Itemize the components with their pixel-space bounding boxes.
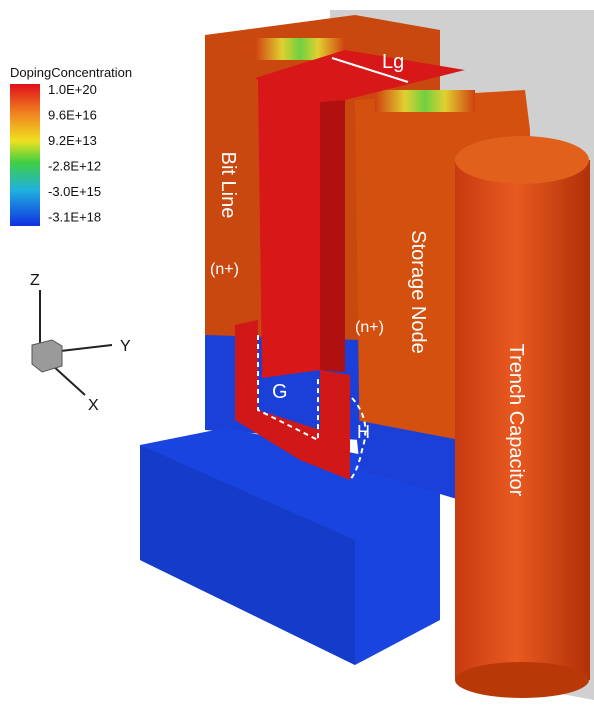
- legend-label: 9.2E+13: [48, 133, 97, 148]
- hot-region: [375, 90, 475, 112]
- storage-node-label: Storage Node: [407, 230, 429, 353]
- trench-bottom: [455, 662, 589, 698]
- h-label: H: [357, 422, 370, 442]
- y-label: Y: [120, 338, 131, 355]
- x-label: X: [88, 397, 99, 414]
- z-label: Z: [30, 272, 40, 289]
- bit-line-side: [320, 100, 345, 372]
- axis-cube: [32, 340, 62, 372]
- x-axis: [52, 365, 85, 395]
- axes-triad: [32, 290, 112, 395]
- legend-label: -2.8E+12: [48, 159, 101, 174]
- lg-label: Lg: [382, 51, 404, 73]
- legend-label: -3.1E+18: [48, 210, 101, 225]
- n-plus-label: (n+): [210, 261, 239, 278]
- device: Lg Bit Line (n+) Storage Node (n+) Trenc…: [140, 10, 594, 700]
- color-bar: [10, 84, 40, 226]
- g-label: G: [272, 381, 288, 403]
- trench-capacitor-label: Trench Capacitor: [505, 344, 527, 497]
- legend-label: 9.6E+16: [48, 108, 97, 123]
- legend-label: 1.0E+20: [48, 82, 97, 97]
- trench-top: [455, 136, 589, 184]
- n-plus-label: (n+): [355, 319, 384, 336]
- bit-line-label: Bit Line: [217, 152, 239, 219]
- legend-title: DopingConcentration: [10, 65, 132, 80]
- device-figure: Lg Bit Line (n+) Storage Node (n+) Trenc…: [0, 0, 594, 707]
- legend: DopingConcentration 1.0E+20 9.6E+16 9.2E+1…: [10, 65, 132, 226]
- legend-label: -3.0E+15: [48, 184, 101, 199]
